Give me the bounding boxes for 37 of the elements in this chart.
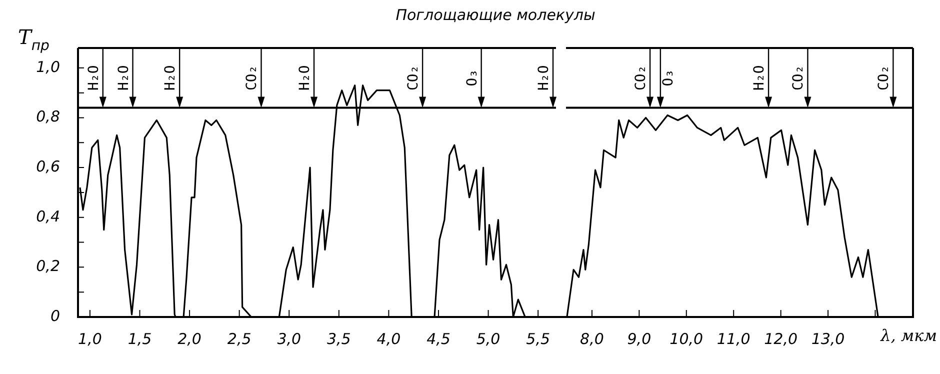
annotation: H₂O xyxy=(116,65,132,91)
y-tick-label: 0,6 xyxy=(36,157,60,176)
x-tick-label: 10,0 xyxy=(670,330,704,348)
x-tick-label: 2,5 xyxy=(227,330,252,348)
annotation: CO₂ xyxy=(790,65,807,91)
x-tick-label: 8,0 xyxy=(580,330,604,348)
x-tick-label: 3,5 xyxy=(326,330,351,348)
chart-title: Поглощающие молекулы xyxy=(394,6,596,24)
annotation: CO₂ xyxy=(244,65,260,91)
annotation: H₂O xyxy=(752,65,768,91)
x-tick-label: 5,5 xyxy=(526,330,550,348)
x-tick-label: 3,0 xyxy=(277,330,302,348)
x-tick-label: 1,5 xyxy=(128,330,152,348)
x-tick-label: 5,0 xyxy=(476,330,500,348)
annotation: H₂O xyxy=(297,65,314,91)
x-tick-label: 13,0 xyxy=(811,330,845,348)
annotation: H₂O xyxy=(86,65,102,91)
y-tick-label: 1,0 xyxy=(36,58,60,76)
x-tick-label: 9,0 xyxy=(627,330,652,348)
annotation: O₃ xyxy=(660,69,676,86)
annotation: H₂O xyxy=(536,65,552,91)
annotation: CO₂ xyxy=(876,65,892,91)
y-tick-label: 0,4 xyxy=(36,207,60,226)
annotation: CO₂ xyxy=(633,65,650,91)
x-tick-label: 11,0 xyxy=(716,330,750,348)
y-tick-label: 0,8 xyxy=(36,108,60,126)
y-tick-label: 0 xyxy=(50,306,60,325)
y-tick-label: 0,2 xyxy=(36,257,60,276)
annotation: CO₂ xyxy=(406,65,422,91)
x-tick-label: 12,0 xyxy=(764,330,798,348)
annotation: H₂O xyxy=(162,65,179,91)
x-tick-label: 1,0 xyxy=(78,330,102,348)
x-tick-label: 4,5 xyxy=(426,330,450,348)
x-tick-label: 4,0 xyxy=(376,330,401,348)
annotation: O₃ xyxy=(464,69,480,86)
x-tick-label: 2,0 xyxy=(178,330,202,348)
x-axis-title: λ, мкм xyxy=(880,326,938,345)
